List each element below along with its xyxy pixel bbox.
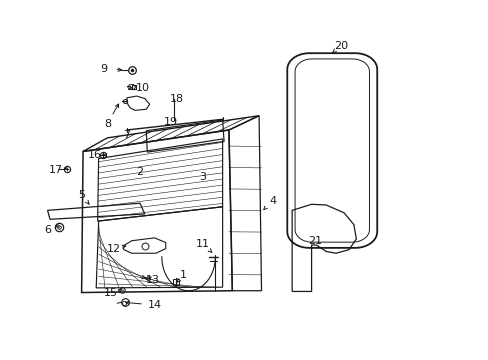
Text: 5: 5 xyxy=(78,190,85,200)
Text: 11: 11 xyxy=(196,239,210,249)
Text: 17: 17 xyxy=(49,165,63,175)
Text: 18: 18 xyxy=(169,94,183,104)
Text: 6: 6 xyxy=(44,225,51,235)
Text: 12: 12 xyxy=(107,244,121,253)
Text: 4: 4 xyxy=(268,196,276,206)
Text: 21: 21 xyxy=(307,236,322,246)
Text: 14: 14 xyxy=(147,300,161,310)
Text: 20: 20 xyxy=(333,41,347,51)
Text: 3: 3 xyxy=(199,172,206,182)
Text: 10: 10 xyxy=(135,83,149,93)
Text: 16: 16 xyxy=(87,150,102,160)
Text: 7: 7 xyxy=(123,130,130,140)
Text: 19: 19 xyxy=(163,117,177,127)
Text: 1: 1 xyxy=(180,270,187,280)
Text: 2: 2 xyxy=(136,167,143,177)
Text: 13: 13 xyxy=(146,275,160,285)
Text: 8: 8 xyxy=(103,118,111,129)
Text: 9: 9 xyxy=(100,64,107,74)
Text: 15: 15 xyxy=(103,288,118,297)
